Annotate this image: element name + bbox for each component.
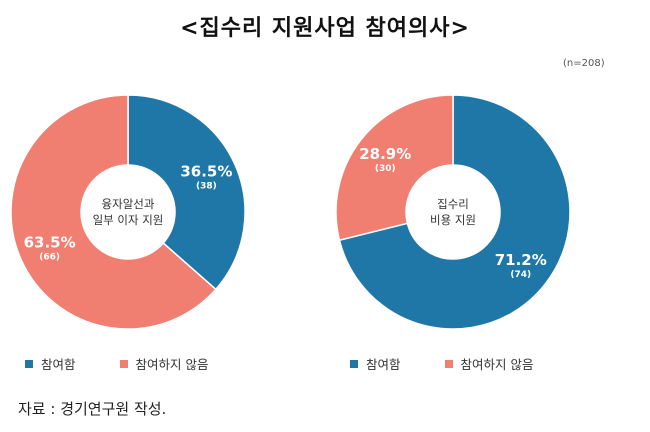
slice-percent-label-participate-loan-interest: 36.5% bbox=[180, 163, 232, 181]
slice-count-label-not-participate-repair-cost: (30) bbox=[375, 164, 396, 174]
slice-percent-label-not-participate-loan-interest: 63.5% bbox=[24, 233, 76, 251]
legend-swatch-not-participate bbox=[444, 359, 453, 368]
slice-participate-loan-interest bbox=[127, 94, 246, 291]
center-label-line-repair-cost: 비용 지원 bbox=[430, 213, 476, 227]
slice-percent-label-not-participate-repair-cost: 28.9% bbox=[359, 145, 411, 163]
slice-percent-label-participate-repair-cost: 71.2% bbox=[495, 251, 547, 269]
source-note: 자료 : 경기연구원 작성. bbox=[18, 400, 167, 418]
legend-item-participate: 참여함 bbox=[25, 354, 76, 373]
legend-swatch-participate bbox=[350, 359, 358, 368]
legend-label-participate: 참여함 bbox=[366, 357, 401, 372]
center-label-line-loan-interest: 일부 이자 지원 bbox=[93, 213, 164, 227]
slice-count-label-participate-loan-interest: (38) bbox=[196, 182, 217, 192]
legend-swatch-participate bbox=[25, 359, 33, 368]
center-label-line-loan-interest: 융자알선과 bbox=[102, 197, 155, 211]
center-label-line-repair-cost: 집수리 bbox=[437, 197, 469, 211]
slice-count-label-not-participate-loan-interest: (66) bbox=[39, 252, 60, 262]
legend-label-participate: 참여함 bbox=[41, 357, 76, 372]
chart-title: <집수리 지원사업 참여의사> bbox=[180, 16, 470, 41]
slice-not-participate-loan-interest bbox=[10, 94, 217, 330]
slice-count-label-participate-repair-cost: (74) bbox=[510, 270, 531, 280]
legend-item-not-participate: 참여하지 않음 bbox=[119, 354, 209, 373]
sample-size-note: (n=208) bbox=[563, 58, 605, 69]
slice-participate-repair-cost bbox=[338, 94, 571, 330]
legend-right: 참여함 참여하지 않음 bbox=[350, 354, 578, 373]
legend-label-not-participate: 참여하지 않음 bbox=[460, 357, 534, 372]
legend-label-not-participate: 참여하지 않음 bbox=[135, 357, 209, 372]
legend-item-not-participate: 참여하지 않음 bbox=[444, 354, 534, 373]
slice-not-participate-repair-cost bbox=[335, 94, 454, 242]
legend-left: 참여함 참여하지 않음 bbox=[25, 354, 253, 373]
legend-item-participate: 참여함 bbox=[350, 354, 401, 373]
legend-swatch-not-participate bbox=[119, 359, 128, 368]
